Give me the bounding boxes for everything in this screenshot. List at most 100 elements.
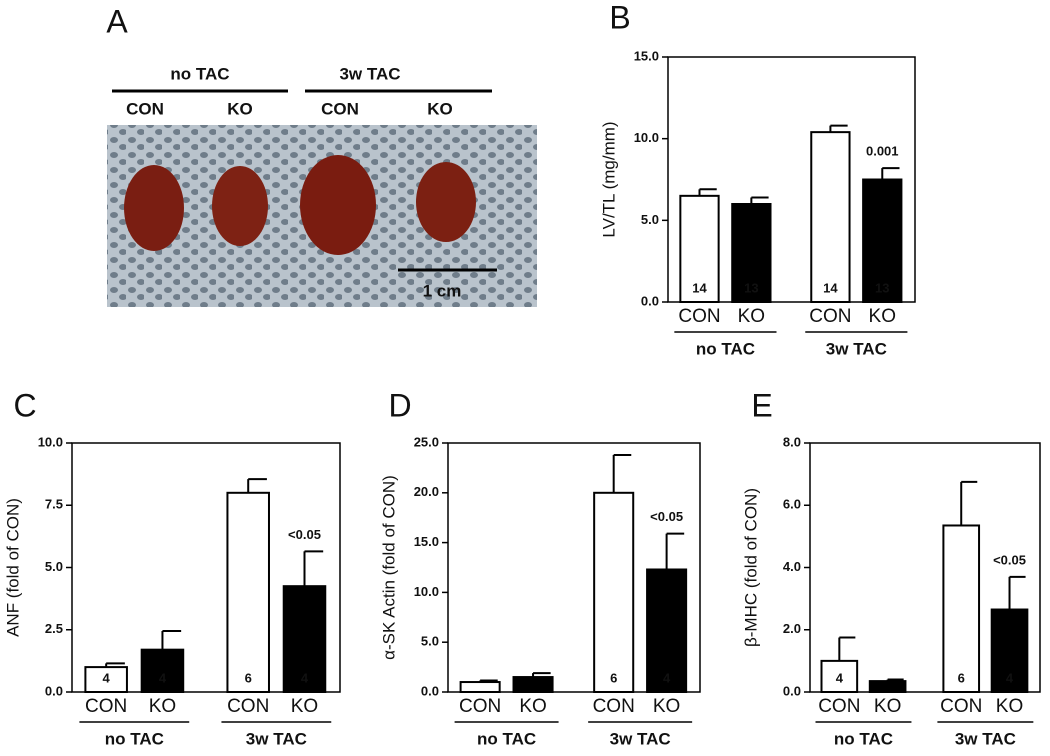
- n-label: 4: [159, 670, 167, 685]
- n-label: 4: [103, 670, 111, 685]
- plot-frame: [667, 56, 916, 303]
- bar: [810, 131, 851, 303]
- x-tick-label: CON: [593, 696, 635, 717]
- n-label: 4: [301, 670, 309, 685]
- y-tick-label: 0.0: [783, 683, 801, 698]
- y-tick-label: 5.0: [641, 212, 659, 227]
- n-label: 13: [744, 280, 758, 295]
- y-tick-label: 10.0: [634, 130, 659, 145]
- condition-label: KO: [427, 99, 453, 118]
- panel-label: D: [388, 387, 411, 423]
- group-label: no TAC: [696, 339, 755, 358]
- condition-label: CON: [321, 99, 359, 118]
- n-label: 6: [245, 670, 252, 685]
- chart: Eβ-MHC (fold of CON) 0.0 2.0 4.0 6.0 8.0 4 CON K…: [741, 387, 1041, 748]
- n-label: 4: [663, 670, 671, 685]
- bar: [84, 666, 128, 693]
- value-annotation: <0.05: [288, 527, 321, 542]
- x-tick-label: CON: [818, 696, 860, 717]
- x-tick-label: CON: [809, 306, 851, 327]
- condition-label: KO: [227, 99, 253, 118]
- plot-frame: [71, 442, 341, 693]
- group-label: 3w TAC: [339, 64, 400, 83]
- y-tick-label: 0.0: [421, 683, 439, 698]
- bar: [868, 680, 907, 694]
- bar: [593, 491, 635, 693]
- y-axis-label: β-MHC (fold of CON): [741, 488, 760, 647]
- group-label: 3w TAC: [955, 729, 1016, 748]
- group-label: 3w TAC: [246, 729, 307, 748]
- n-label: 4: [1006, 670, 1014, 685]
- y-tick-label: 25.0: [414, 434, 439, 449]
- bar: [942, 524, 981, 694]
- panel-label: B: [609, 0, 630, 35]
- x-tick-label: KO: [653, 696, 680, 717]
- x-tick-label: CON: [459, 696, 501, 717]
- x-tick-label: KO: [149, 696, 176, 717]
- chart: Dα-SK Actin (fold of CON) 0.0 5.0 10.0 15.0 2…: [379, 387, 701, 748]
- y-tick-label: 2.0: [783, 621, 801, 636]
- value-annotation: 0.001: [866, 144, 899, 159]
- n-label: 4: [836, 670, 844, 685]
- x-tick-label: CON: [678, 306, 720, 327]
- heart: [416, 162, 476, 242]
- x-tick-label: KO: [291, 696, 318, 717]
- y-tick-label: 4.0: [783, 559, 801, 574]
- y-axis-label: α-SK Actin (fold of CON): [379, 475, 398, 660]
- panel-label: E: [751, 387, 772, 423]
- n-label: 13: [875, 280, 889, 295]
- y-tick-label: 15.0: [414, 534, 439, 549]
- x-tick-label: CON: [227, 696, 269, 717]
- y-tick-label: 8.0: [783, 434, 801, 449]
- chart: B LV/TL (mg/mm) 0.0 5.0 10.0 15.0 14 CON 13 KO 14 C…: [599, 0, 916, 358]
- n-label: 14: [692, 280, 707, 295]
- y-tick-label: 5.0: [45, 559, 63, 574]
- bar: [459, 681, 501, 693]
- bar: [646, 568, 688, 694]
- y-tick-label: 0.0: [45, 683, 63, 698]
- y-tick-label: 20.0: [414, 484, 439, 499]
- bar: [862, 178, 903, 303]
- y-tick-label: 10.0: [38, 434, 63, 449]
- bar: [820, 659, 859, 693]
- value-annotation: <0.05: [993, 552, 1026, 567]
- x-tick-label: KO: [738, 306, 765, 327]
- n-label: 6: [958, 670, 965, 685]
- y-axis-label: ANF (fold of CON): [3, 498, 22, 637]
- y-tick-label: 7.5: [45, 497, 63, 512]
- bar: [140, 648, 185, 693]
- y-tick-label: 15.0: [634, 48, 659, 63]
- n-label: 14: [823, 280, 838, 295]
- chart: C ANF (fold of CON) 0.0 2.5 5.0 7.5 10.0 4 CON 4 K…: [3, 387, 341, 748]
- panel-label: A: [106, 3, 128, 39]
- y-tick-label: 10.0: [414, 584, 439, 599]
- heart: [212, 166, 268, 246]
- x-tick-label: KO: [869, 306, 896, 327]
- panel-a: A no TAC 3w TAC CON KO CON KO 1 cm: [106, 3, 537, 307]
- plot-frame: [809, 442, 1041, 693]
- group-label: no TAC: [477, 729, 536, 748]
- x-tick-label: KO: [519, 696, 546, 717]
- group-label: no TAC: [105, 729, 164, 748]
- group-label: 3w TAC: [610, 729, 671, 748]
- x-tick-label: CON: [85, 696, 127, 717]
- group-label: 3w TAC: [826, 339, 887, 358]
- group-label: no TAC: [834, 729, 893, 748]
- heart: [124, 165, 184, 251]
- condition-label: CON: [126, 99, 164, 118]
- y-tick-label: 2.5: [45, 621, 63, 636]
- group-label: no TAC: [170, 64, 229, 83]
- bar: [226, 491, 270, 693]
- panel-label: C: [13, 387, 36, 423]
- scale-label: 1 cm: [423, 281, 462, 300]
- y-tick-label: 6.0: [783, 497, 801, 512]
- x-tick-label: KO: [874, 696, 901, 717]
- y-axis-label: LV/TL (mg/mm): [599, 121, 618, 237]
- y-tick-label: 0.0: [641, 293, 659, 308]
- x-tick-label: KO: [996, 696, 1023, 717]
- y-tick-label: 5.0: [421, 634, 439, 649]
- heart: [300, 155, 376, 255]
- n-label: 6: [610, 670, 617, 685]
- bar: [512, 676, 554, 693]
